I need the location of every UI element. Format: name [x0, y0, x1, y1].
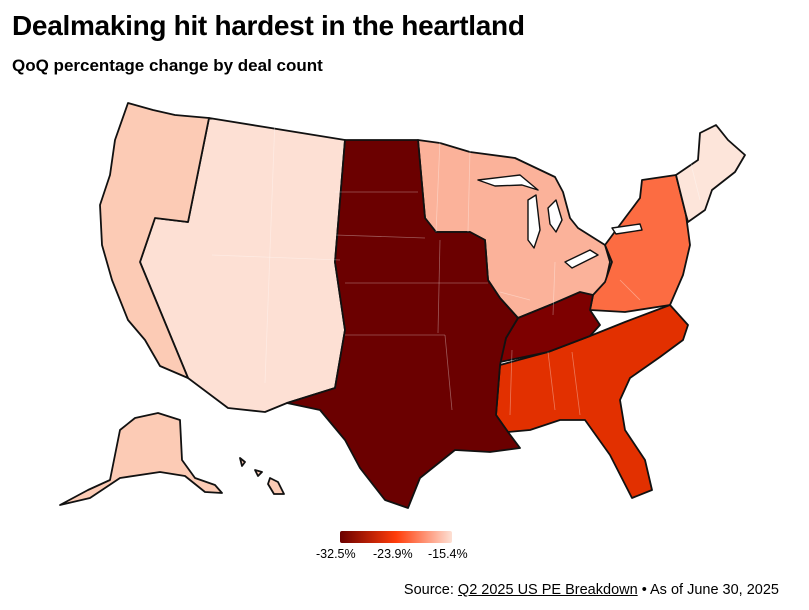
region-mid-atlantic [589, 174, 691, 313]
great-lake-1 [477, 174, 539, 191]
source-report-link[interactable]: Q2 2025 US PE Breakdown [457, 582, 638, 598]
source-prefix: Source: [403, 582, 458, 598]
legend-tick-mid: -23.9% [373, 547, 413, 561]
chart-title: Dealmaking hit hardest in the heartland [12, 10, 525, 41]
great-lake-3 [547, 199, 563, 233]
legend-tick-min: -32.5% [316, 547, 356, 561]
great-lake-2 [527, 194, 541, 249]
region-alaska [59, 412, 223, 506]
source-date: • As of June 30, 2025 [637, 582, 779, 598]
source-note: Source: Q2 2025 US PE Breakdown • As of … [404, 582, 779, 598]
great-lake-4 [564, 249, 599, 269]
legend-gradient-bar [340, 531, 452, 543]
great-lake-5 [611, 223, 643, 235]
region-pacific [99, 102, 210, 379]
region-new-england [675, 124, 746, 223]
region-heartland [286, 139, 521, 509]
legend-tick-max: -15.4% [428, 547, 468, 561]
region-hawaii [239, 457, 285, 495]
chart-subtitle: QoQ percentage change by deal count [12, 56, 323, 75]
